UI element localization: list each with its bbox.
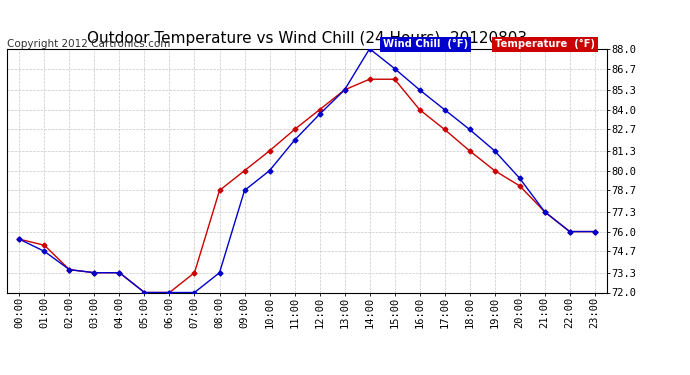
Text: Copyright 2012 Cartronics.com: Copyright 2012 Cartronics.com: [7, 39, 170, 50]
Text: Wind Chill  (°F): Wind Chill (°F): [383, 39, 468, 50]
Text: Temperature  (°F): Temperature (°F): [495, 39, 595, 50]
Title: Outdoor Temperature vs Wind Chill (24 Hours)  20120803: Outdoor Temperature vs Wind Chill (24 Ho…: [87, 31, 527, 46]
